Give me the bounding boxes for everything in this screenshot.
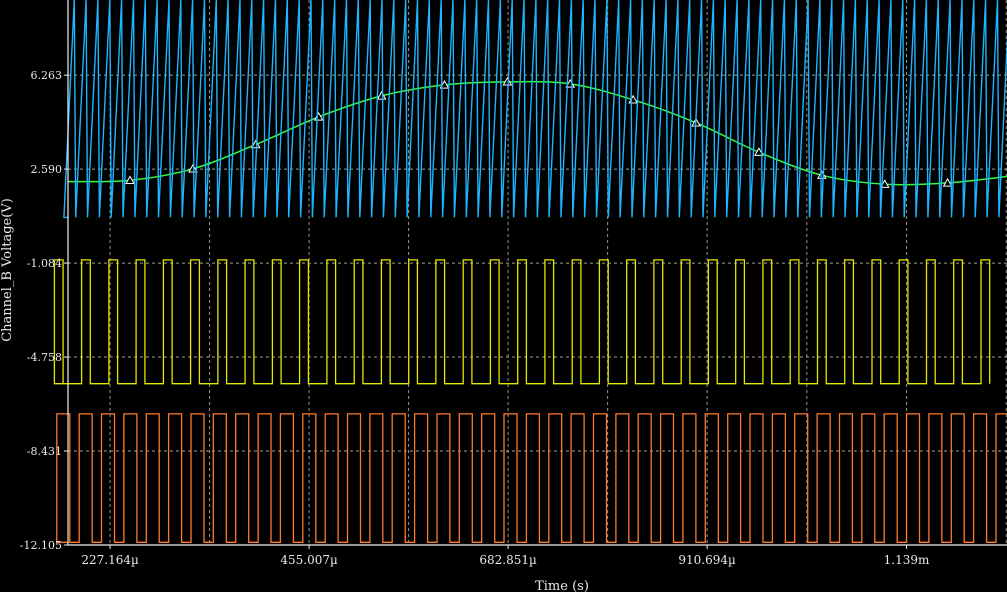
axes: 6.263 2.590 -1.084 -4.758 -8.431 -12.105 227.1…	[20, 0, 1007, 567]
traces	[53, 0, 1007, 543]
sine-data-marker	[188, 163, 198, 173]
y-tick-label: -8.431	[27, 445, 62, 458]
x-axis-label: Time (s)	[535, 579, 589, 592]
y-tick-label: -4.758	[27, 351, 62, 364]
y-axis-label: Channel_B Voltage(V)	[0, 198, 15, 342]
y-tick-label: 6.263	[31, 69, 63, 82]
x-tick-label: 682.851µ	[479, 553, 537, 567]
x-tick-label: 910.694µ	[678, 553, 736, 567]
y-tick-label: -12.105	[20, 539, 62, 552]
square-wave-trace-2	[53, 259, 991, 385]
sine-data-marker	[376, 90, 387, 100]
sine-data-marker	[250, 139, 261, 149]
sine-trace	[67, 80, 1007, 186]
x-tick-label: 227.164µ	[81, 553, 139, 567]
y-tick-label: -1.084	[27, 257, 62, 270]
x-tick-label: 1.139m	[884, 553, 930, 567]
sine-data-marker	[942, 177, 953, 187]
square-wave-trace-3	[56, 413, 1007, 543]
sine-data-marker	[125, 175, 135, 185]
sawtooth-trace	[63, 0, 1007, 219]
sine-data-marker	[439, 79, 450, 89]
y-tick-label: 2.590	[31, 163, 63, 176]
sine-data-marker	[502, 76, 513, 86]
x-tick-label: 455.007µ	[280, 553, 338, 567]
sine-data-marker	[754, 147, 764, 156]
